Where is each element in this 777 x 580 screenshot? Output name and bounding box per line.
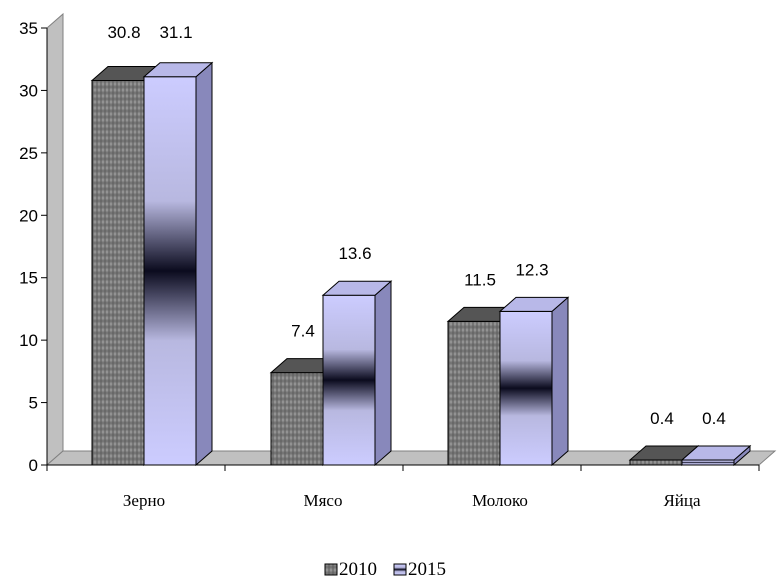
bar-яйца-2015 xyxy=(680,444,752,467)
chart-axes: 0 5 10 15 20 25 30 35 xyxy=(19,12,777,475)
y-tick-label: 0 xyxy=(29,456,38,475)
x-tick-label-молоко: Молоко xyxy=(472,491,528,510)
legend-swatch-2015 xyxy=(393,563,407,576)
legend-label-2010: 2010 xyxy=(339,559,377,580)
bar-front-face xyxy=(143,76,197,466)
bar-front-face xyxy=(322,294,376,466)
x-tick-label-мясо: Мясо xyxy=(304,491,343,510)
data-label-молоко-2010: 11.5 xyxy=(464,270,496,289)
bar-front-face xyxy=(681,459,735,466)
bar-мясо-2015 xyxy=(321,280,393,467)
bar-top-face xyxy=(321,280,393,296)
y-tick-label: 30 xyxy=(19,81,38,100)
side-wall xyxy=(46,12,64,467)
bar-front-face xyxy=(499,310,553,466)
bar-front-face xyxy=(629,459,683,466)
data-label-яйца-2010: 0.4 xyxy=(650,409,674,428)
y-tick-label: 25 xyxy=(19,144,38,163)
chart-legend: 2010 2015 xyxy=(324,559,446,580)
y-tick-label: 5 xyxy=(29,394,38,413)
data-label-яйца-2015: 0.4 xyxy=(702,409,726,428)
bar-top-face xyxy=(498,296,570,312)
data-label-молоко-2015: 12.3 xyxy=(515,260,548,279)
data-label-зерно-2010: 30.8 xyxy=(107,23,140,42)
bar-front-face xyxy=(447,320,501,466)
y-tick-label: 15 xyxy=(19,269,38,288)
chart-labels: 30.8 31.1 Зерно 7.4 13.6 Мясо 11.5 12.3 Молоко 0.… xyxy=(107,23,725,510)
legend-label-2015: 2015 xyxy=(408,559,446,580)
data-label-зерно-2015: 31.1 xyxy=(159,23,192,42)
data-label-мясо-2015: 13.6 xyxy=(338,244,371,263)
bar-молоко-2015 xyxy=(498,296,570,467)
y-tick-label: 10 xyxy=(19,331,38,350)
bar-side-face xyxy=(195,61,213,467)
bar-top-face xyxy=(142,62,214,78)
bar-side-face xyxy=(374,280,392,467)
x-tick-label-яйца: Яйца xyxy=(663,491,701,510)
bar-зерно-2015 xyxy=(142,61,214,467)
y-tick-label: 35 xyxy=(19,19,38,38)
bar-front-face xyxy=(270,372,324,466)
legend-swatch-2010 xyxy=(324,563,338,576)
y-tick-label: 20 xyxy=(19,206,38,225)
data-label-мясо-2010: 7.4 xyxy=(291,322,315,341)
bar-top-face xyxy=(680,445,752,461)
bar-side-face xyxy=(551,296,569,467)
x-tick-label-зерно: Зерно xyxy=(123,491,165,510)
bar-front-face xyxy=(91,79,145,466)
chart-bars xyxy=(90,61,752,467)
